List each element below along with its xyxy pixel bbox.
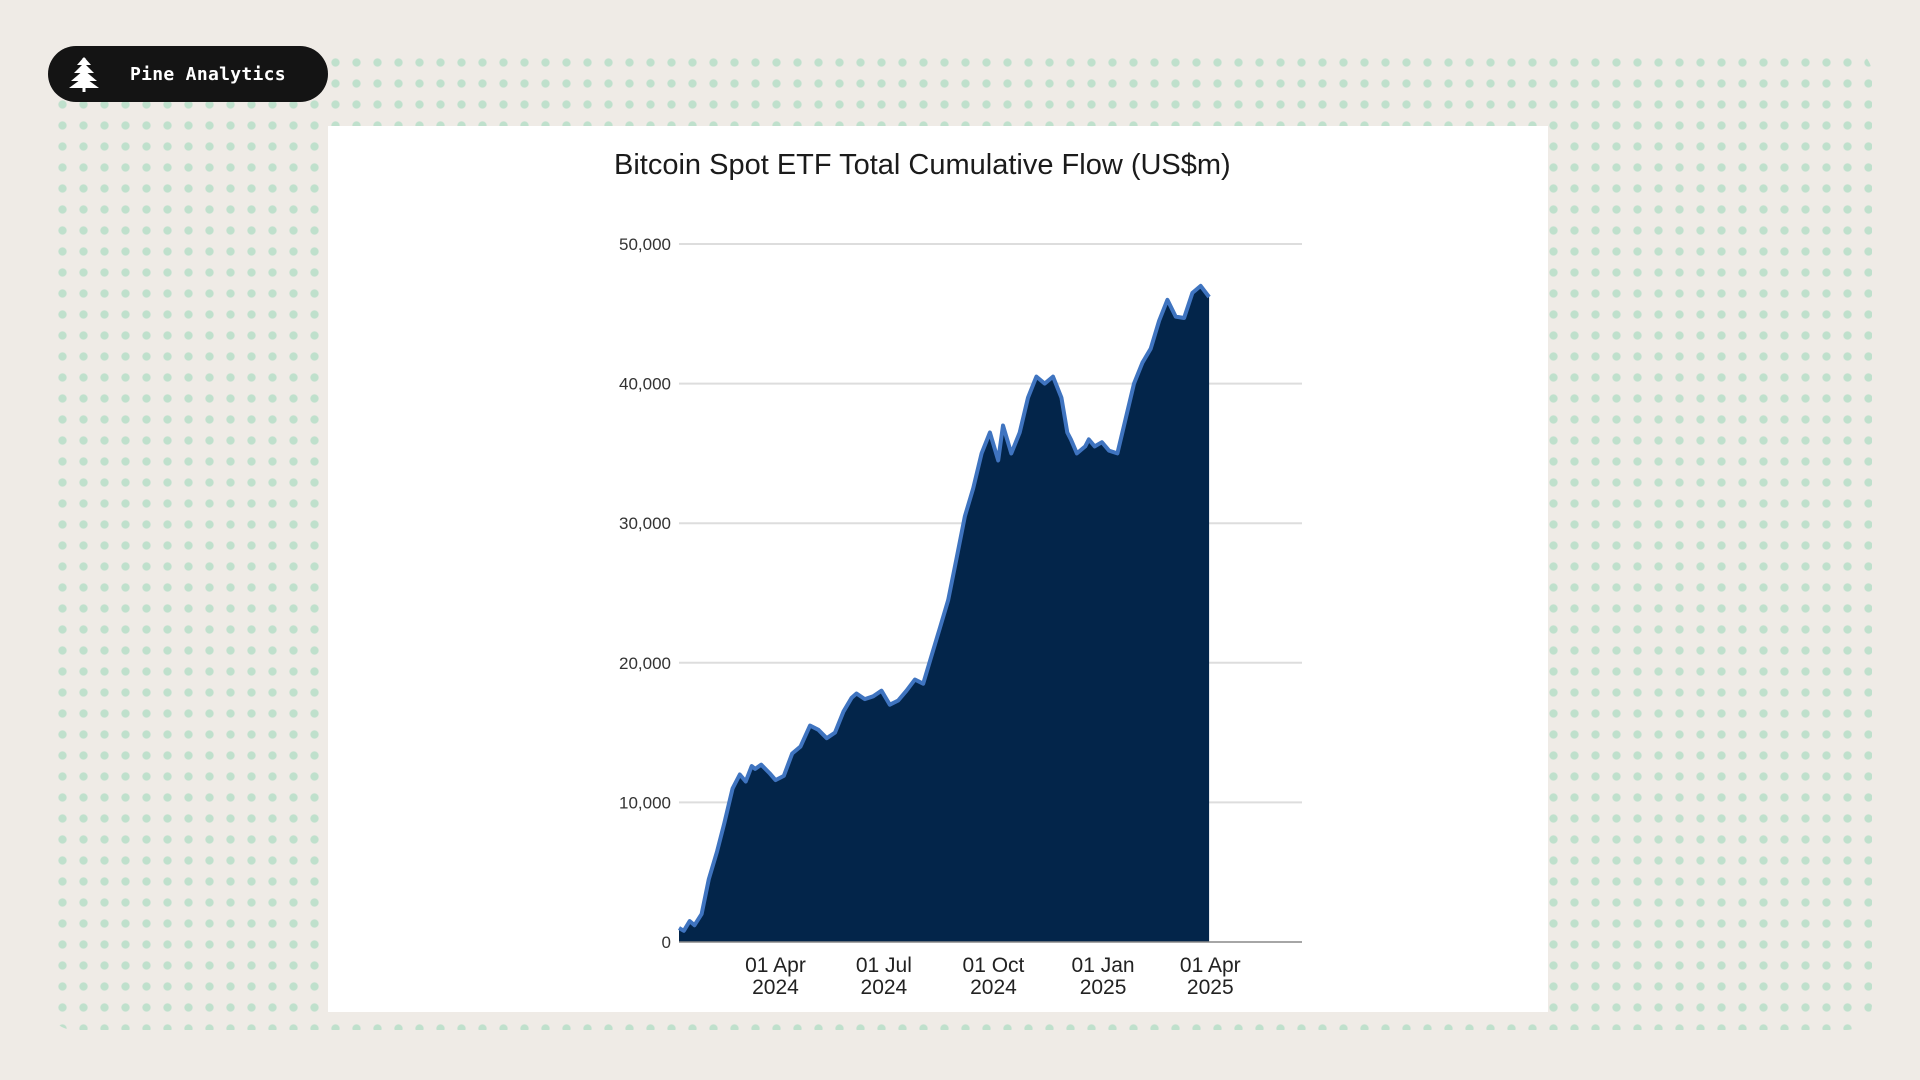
chart-title: Bitcoin Spot ETF Total Cumulative Flow (… xyxy=(614,149,1231,181)
x-tick-year-label: 2025 xyxy=(1080,976,1127,999)
cumulative-flow-area xyxy=(679,285,1210,942)
y-tick-label: 40,000 xyxy=(619,375,671,394)
y-tick-label: 50,000 xyxy=(619,235,671,254)
cumulative-flow-chart: Bitcoin Spot ETF Total Cumulative Flow (… xyxy=(614,149,1302,999)
y-tick-label: 20,000 xyxy=(619,654,671,673)
x-tick-label: 01 Jul xyxy=(856,954,912,977)
cumulative-flow-line xyxy=(677,283,1211,933)
x-tick-year-label: 2025 xyxy=(1187,976,1234,999)
x-tick-label: 01 Apr xyxy=(745,954,806,977)
y-tick-label: 0 xyxy=(662,933,671,952)
x-tick-label: 01 Jan xyxy=(1072,954,1135,977)
brand-badge: Pine Analytics xyxy=(48,46,328,102)
y-tick-label: 30,000 xyxy=(619,514,671,533)
x-tick-year-label: 2024 xyxy=(861,976,908,999)
x-tick-year-label: 2024 xyxy=(752,976,799,999)
x-tick-year-label: 2024 xyxy=(970,976,1017,999)
x-tick-label: 01 Apr xyxy=(1180,954,1241,977)
pine-tree-icon xyxy=(62,52,106,96)
y-tick-label: 10,000 xyxy=(619,793,671,812)
x-tick-label: 01 Oct xyxy=(963,954,1025,977)
chart-card: Bitcoin Spot ETF Total Cumulative Flow (… xyxy=(328,126,1548,1012)
brand-name: Pine Analytics xyxy=(130,63,286,85)
